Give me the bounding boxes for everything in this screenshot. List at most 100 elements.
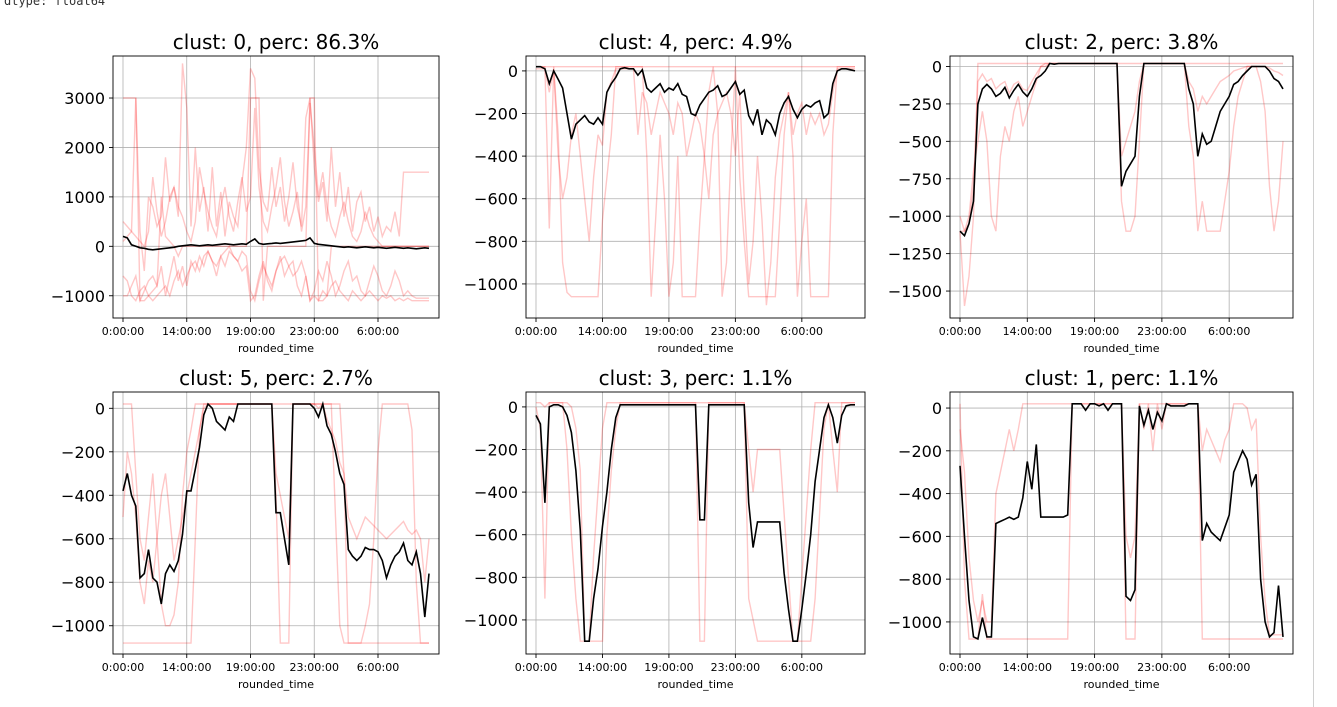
y-tick-label: −750 (898, 170, 942, 189)
x-tick-label: 19:00:00 (226, 325, 275, 338)
x-tick-label: 14:00:00 (578, 325, 627, 338)
y-tick-label: −200 (474, 105, 518, 124)
mean-series-line (122, 235, 430, 251)
y-tick-label: −200 (474, 441, 518, 460)
subplot-2: 0 −250 −500 −750 −1000 −1250 −1500 0:00:00 14:00… (888, 30, 1294, 355)
x-tick-label: 14:00:00 (1003, 661, 1052, 674)
x-tick-label: 0:00:00 (102, 325, 144, 338)
axes-frame (112, 391, 440, 655)
x-axis-label: rounded_time (238, 678, 314, 691)
subplot-3: 0 −200 −400 −600 −800 −1000 0:00:00 14:00:00 19:… (51, 366, 440, 691)
mean-series-line (959, 62, 1284, 238)
x-axis-label: rounded_time (238, 342, 314, 355)
y-tick-label: −400 (474, 147, 518, 166)
subplot-5: 0 −200 −400 −600 −800 −1000 0:00:00 14:00:00 19:… (888, 366, 1294, 691)
x-axis-label: rounded_time (1083, 342, 1159, 355)
x-tick-label: 0:00:00 (515, 661, 557, 674)
axes-frame (525, 391, 866, 655)
y-tick-label: −200 (898, 442, 942, 461)
mean-series-line (122, 400, 430, 618)
x-tick-label: 0:00:00 (939, 661, 981, 674)
member-series-line (536, 65, 855, 298)
y-tick-label: −1000 (464, 275, 518, 294)
y-tick-label: −400 (474, 483, 518, 502)
y-tick-label: −400 (61, 486, 105, 505)
y-tick-label: 0 (508, 62, 518, 81)
y-tick-label: −1000 (51, 287, 105, 306)
member-series-line (122, 102, 429, 248)
member-series-line (960, 62, 1284, 232)
x-tick-label: 14:00:00 (1003, 325, 1052, 338)
y-tick-label: −500 (898, 132, 942, 151)
cell-output-text: dtype: float64 (4, 0, 106, 8)
y-tick-label: −250 (898, 95, 942, 114)
x-tick-label: 0:00:00 (102, 661, 144, 674)
y-tick-label: −1000 (888, 613, 942, 632)
member-series-line (122, 402, 430, 605)
x-tick-label: 19:00:00 (226, 661, 275, 674)
axes-frame (525, 55, 866, 319)
mean-series-line (959, 402, 1284, 641)
y-tick-label: −800 (474, 232, 518, 251)
y-tick-label: 0 (932, 399, 942, 418)
x-tick-label: 23:00:00 (290, 325, 339, 338)
x-tick-label: 6:00:00 (781, 325, 823, 338)
member-series-line (123, 403, 429, 644)
x-tick-label: 6:00:00 (357, 661, 399, 674)
y-tick-label: −600 (61, 530, 105, 549)
subplot-title: clust: 3, perc: 1.1% (599, 366, 793, 390)
subplot-title: clust: 2, perc: 3.8% (1025, 30, 1219, 54)
y-tick-label: −800 (61, 573, 105, 592)
member-series-line (123, 249, 429, 304)
x-tick-label: 23:00:00 (711, 325, 760, 338)
y-tick-label: −200 (61, 443, 105, 462)
x-tick-label: 6:00:00 (357, 325, 399, 338)
x-tick-label: 19:00:00 (1070, 325, 1119, 338)
x-axis-label: rounded_time (1083, 678, 1159, 691)
subplot-title: clust: 5, perc: 2.7% (179, 366, 373, 390)
x-tick-label: 6:00:00 (1208, 661, 1250, 674)
y-tick-label: −1500 (888, 282, 942, 301)
axes-frame (949, 55, 1294, 319)
y-tick-label: 0 (932, 57, 942, 76)
mean-series-line (535, 402, 855, 643)
x-tick-label: 19:00:00 (644, 661, 693, 674)
subplot-title: clust: 0, perc: 86.3% (173, 30, 379, 54)
member-series-line (959, 62, 1283, 307)
chart-grid: 3000 2000 1000 0 −1000 0:00:00 14:00:00 19:00:0… (51, 30, 1294, 691)
y-tick-label: 0 (508, 398, 518, 417)
subplot-4: 0 −200 −400 −600 −800 −1000 0:00:00 14:00:00 19:… (464, 366, 866, 691)
y-tick-label: 1000 (64, 188, 105, 207)
x-tick-label: 23:00:00 (1137, 661, 1186, 674)
member-series-line (123, 97, 429, 302)
x-axis-label: rounded_time (657, 678, 733, 691)
x-tick-label: 19:00:00 (644, 325, 693, 338)
member-series-line (536, 68, 855, 306)
vertical-scrollbar[interactable] (1313, 0, 1336, 707)
subplot-title: clust: 1, perc: 1.1% (1025, 366, 1219, 390)
y-tick-label: 0 (95, 237, 105, 256)
x-axis-label: rounded_time (657, 342, 733, 355)
member-series-line (959, 62, 1284, 233)
mean-series-line (536, 65, 856, 140)
x-tick-label: 23:00:00 (290, 661, 339, 674)
x-tick-label: 19:00:00 (1070, 661, 1119, 674)
y-tick-label: −1250 (888, 245, 942, 264)
y-tick-label: 2000 (64, 138, 105, 157)
subplot-title: clust: 4, perc: 4.9% (599, 30, 793, 54)
y-tick-label: −800 (898, 570, 942, 589)
subplot-1: 0 −200 −400 −600 −800 −1000 0:00:00 14:00:00 19:… (464, 30, 866, 355)
x-tick-label: 0:00:00 (515, 325, 557, 338)
y-tick-label: −400 (898, 485, 942, 504)
member-series-line (123, 403, 429, 644)
member-series-line (122, 244, 429, 303)
y-tick-label: −1000 (888, 207, 942, 226)
y-tick-label: −600 (474, 190, 518, 209)
y-tick-label: −600 (474, 526, 518, 545)
x-tick-label: 23:00:00 (1137, 325, 1186, 338)
x-tick-label: 0:00:00 (939, 325, 981, 338)
subplot-0: 3000 2000 1000 0 −1000 0:00:00 14:00:00 19:00:0… (51, 30, 440, 355)
member-series-line (122, 63, 429, 272)
x-tick-label: 14:00:00 (162, 661, 211, 674)
y-tick-label: −800 (474, 568, 518, 587)
